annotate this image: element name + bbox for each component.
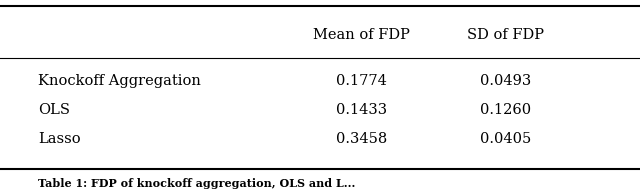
Text: 0.1260: 0.1260 [480,103,531,117]
Text: Knockoff Aggregation: Knockoff Aggregation [38,74,201,87]
Text: Table 1: FDP of knockoff aggregation, OLS and L...: Table 1: FDP of knockoff aggregation, OL… [38,178,356,189]
Text: Mean of FDP: Mean of FDP [313,28,410,42]
Text: OLS: OLS [38,103,70,117]
Text: 0.0405: 0.0405 [480,132,531,146]
Text: SD of FDP: SD of FDP [467,28,544,42]
Text: Lasso: Lasso [38,132,81,146]
Text: 0.3458: 0.3458 [336,132,387,146]
Text: 0.1774: 0.1774 [336,74,387,87]
Text: 0.0493: 0.0493 [480,74,531,87]
Text: 0.1433: 0.1433 [336,103,387,117]
